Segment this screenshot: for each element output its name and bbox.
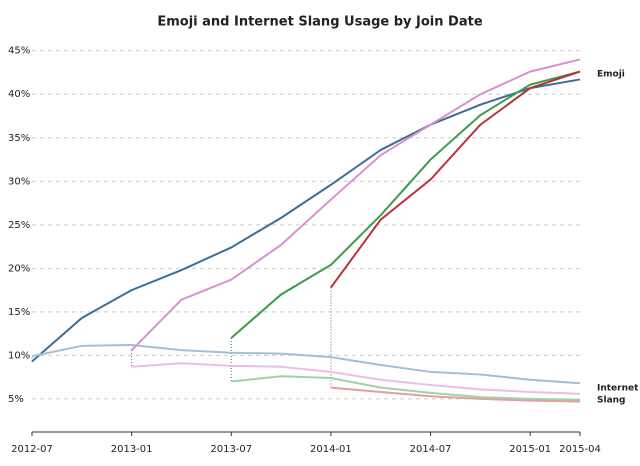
y-tick-label: 30%	[8, 176, 30, 187]
series-line	[230, 70, 581, 339]
x-tick-label: 2012-07	[11, 444, 53, 455]
x-tick-label: 2015-04	[559, 444, 601, 455]
annotation: Internet	[597, 384, 639, 394]
series-line	[31, 78, 581, 363]
x-tick-label: 2014-01	[310, 444, 352, 455]
y-tick-label: 5%	[8, 394, 24, 405]
chart-title: Emoji and Internet Slang Usage by Join D…	[157, 15, 482, 30]
series-line	[330, 386, 581, 403]
x-tick-label: 2013-07	[210, 444, 252, 455]
series-line	[330, 70, 581, 289]
x-tick-label: 2014-07	[410, 444, 452, 455]
y-tick-label: 40%	[8, 89, 30, 100]
y-tick-label: 45%	[8, 46, 30, 57]
y-tick-label: 25%	[8, 220, 30, 231]
x-tick-label: 2015-01	[509, 444, 551, 455]
y-tick-label: 15%	[8, 307, 30, 318]
annotation: Emoji	[597, 70, 625, 80]
y-tick-label: 35%	[8, 133, 30, 144]
y-tick-label: 20%	[8, 263, 30, 274]
y-tick-label: 10%	[8, 350, 30, 361]
series-line	[131, 362, 581, 395]
annotation: Slang	[597, 396, 626, 406]
x-tick-label: 2013-01	[111, 444, 153, 455]
series-line	[130, 58, 581, 351]
series-line	[31, 343, 581, 385]
series-line	[231, 375, 581, 401]
